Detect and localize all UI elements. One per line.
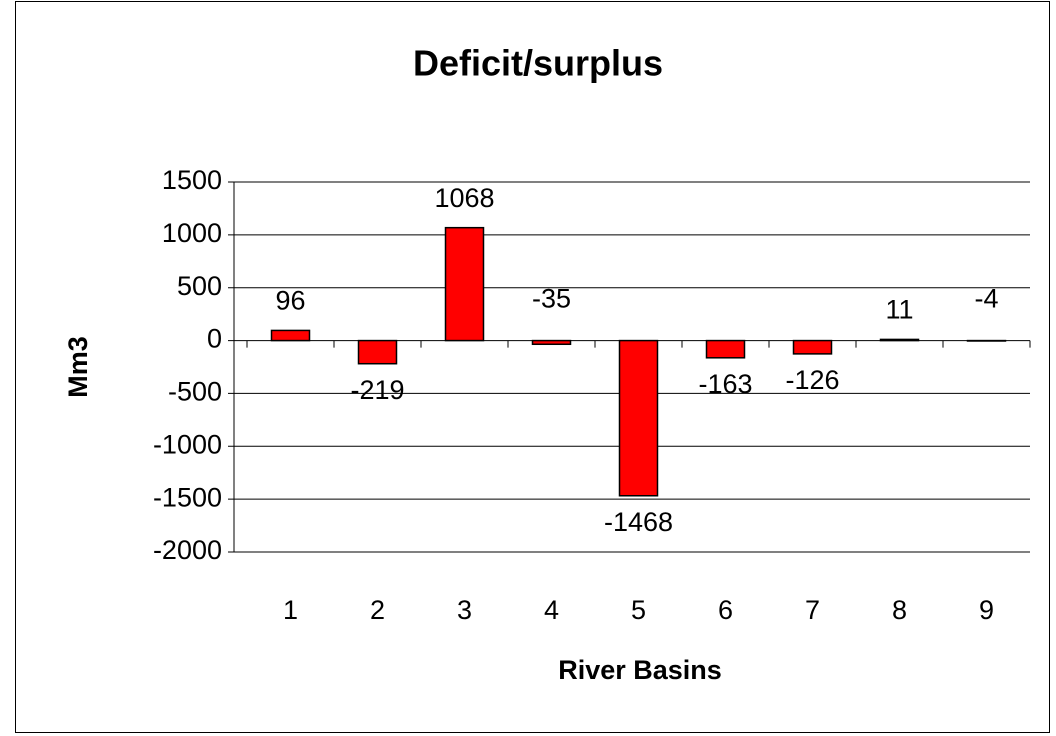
x-tick-label: 5 [631,595,646,625]
data-label: -126 [785,365,839,395]
data-label: -219 [350,375,404,405]
bar [792,339,833,355]
data-label: 11 [885,295,913,325]
y-tick-label: 0 [207,324,222,354]
x-tick-label: 7 [805,595,820,625]
bar [444,226,485,342]
x-tick-label: 9 [979,595,994,625]
data-label: -163 [698,369,752,399]
y-tick-label: 1500 [162,165,222,195]
data-label: -1468 [604,507,673,537]
bar [705,339,746,359]
y-tick-label: -2000 [153,535,222,565]
x-tick-label: 2 [370,595,385,625]
bar [270,329,311,342]
data-label: 96 [275,286,305,316]
x-tick-label: 8 [892,595,907,625]
y-axis-label: Mm3 [63,336,93,398]
bar [879,338,920,342]
y-tick-label: -1500 [153,482,222,512]
data-label: -4 [974,284,998,314]
chart-border [15,1,1050,733]
x-tick-label: 4 [544,595,559,625]
x-axis-label: River Basins [558,655,722,685]
data-label: 1068 [434,183,494,213]
y-tick-label: -1000 [153,429,222,459]
y-tick-label: 1000 [162,218,222,248]
data-label: -35 [532,284,571,314]
y-tick-label: 500 [177,271,222,301]
y-tick-label: -500 [168,377,222,407]
x-tick-label: 3 [457,595,472,625]
chart-title: Deficit/surplus [413,43,663,84]
x-tick-label: 6 [718,595,733,625]
bar [357,339,398,365]
bar [618,339,659,497]
x-tick-label: 1 [283,595,298,625]
bar [531,339,572,346]
